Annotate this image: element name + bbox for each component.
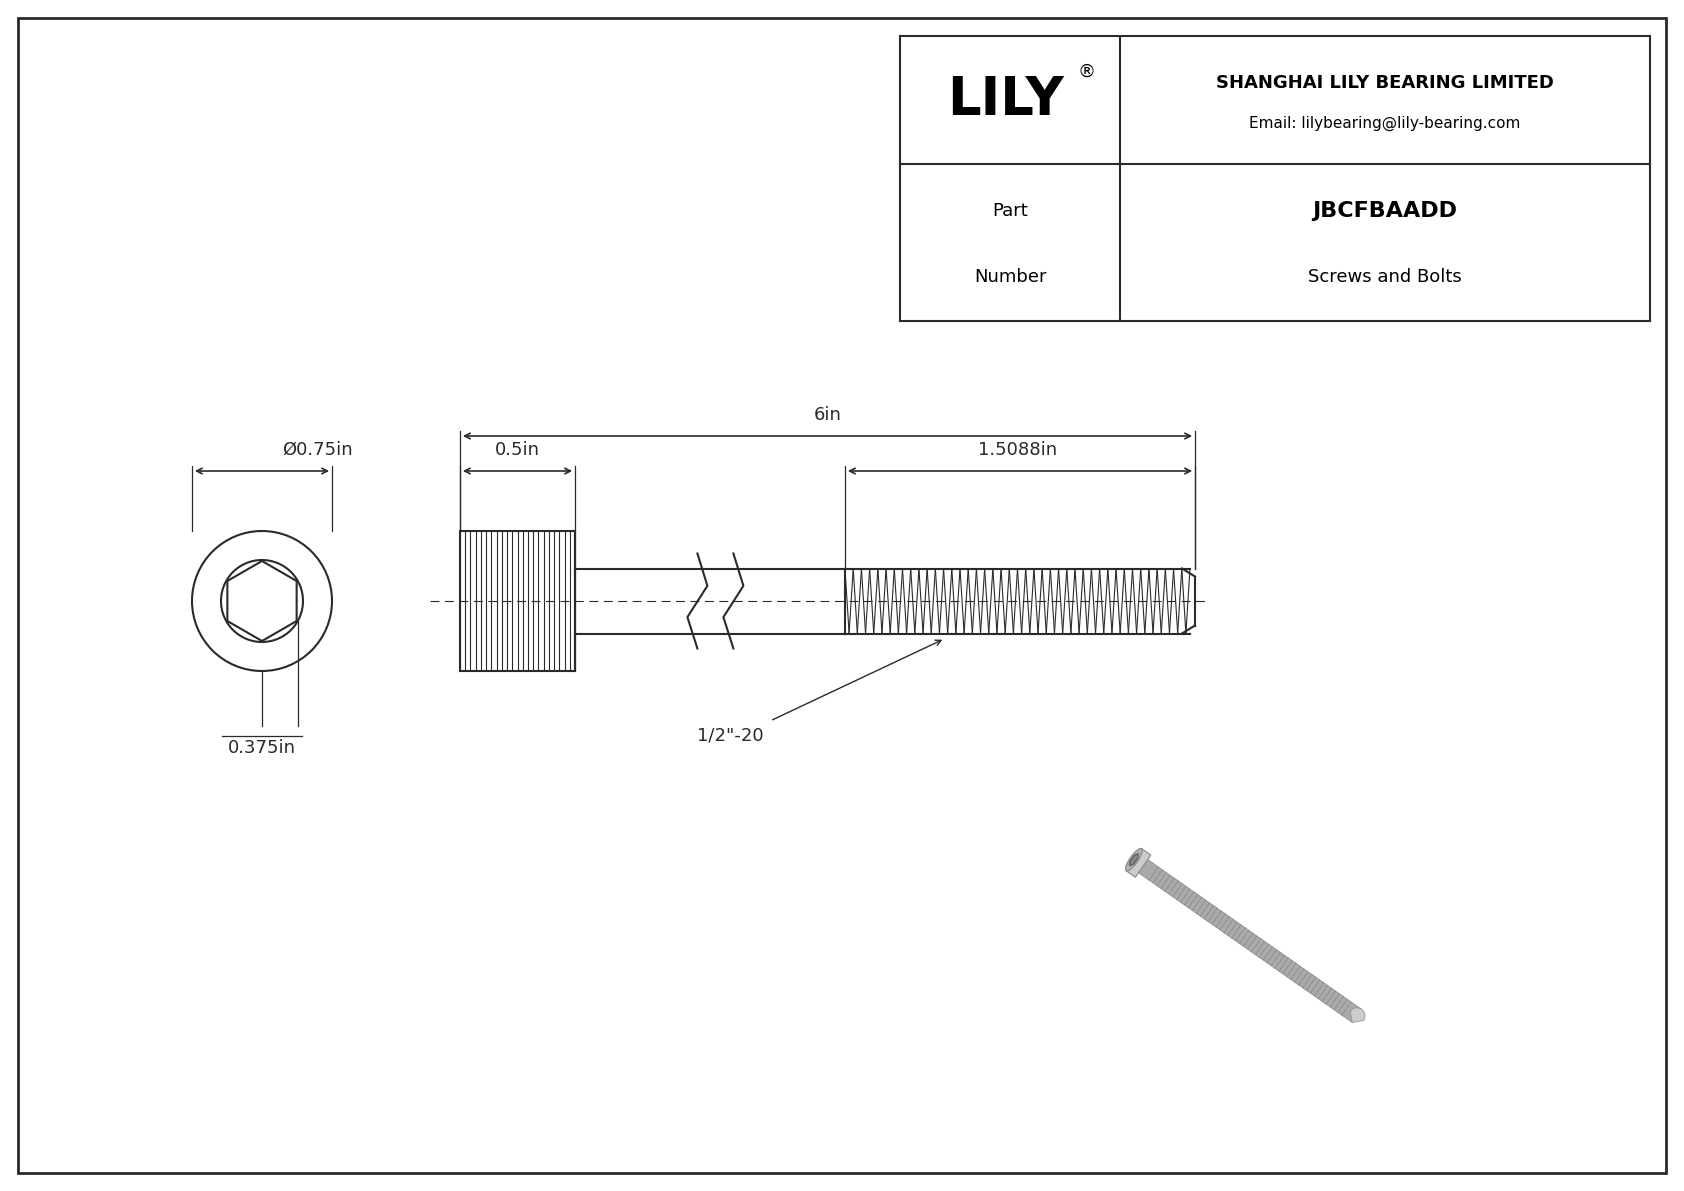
- Polygon shape: [1351, 1008, 1366, 1023]
- Polygon shape: [1138, 860, 1362, 1023]
- Bar: [460, 531, 574, 671]
- Text: JBCFBAADD: JBCFBAADD: [1312, 201, 1457, 222]
- Text: 6in: 6in: [813, 406, 842, 424]
- Polygon shape: [1127, 849, 1150, 878]
- Text: 0.375in: 0.375in: [227, 738, 296, 757]
- Text: ®: ®: [1078, 63, 1096, 81]
- Polygon shape: [1125, 848, 1142, 871]
- Text: Number: Number: [973, 268, 1046, 286]
- Bar: [899, 36, 1650, 322]
- Circle shape: [192, 531, 332, 671]
- Polygon shape: [1130, 854, 1138, 866]
- Text: LILY: LILY: [946, 74, 1063, 126]
- Text: SHANGHAI LILY BEARING LIMITED: SHANGHAI LILY BEARING LIMITED: [1216, 75, 1554, 93]
- Polygon shape: [227, 561, 296, 641]
- Text: Screws and Bolts: Screws and Bolts: [1308, 268, 1462, 286]
- Text: 0.5in: 0.5in: [495, 441, 541, 459]
- Circle shape: [221, 560, 303, 642]
- Text: 1/2"-20: 1/2"-20: [697, 727, 763, 746]
- Text: Ø0.75in: Ø0.75in: [281, 441, 352, 459]
- Text: 1.5088in: 1.5088in: [978, 441, 1058, 459]
- Text: Email: lilybearing@lily-bearing.com: Email: lilybearing@lily-bearing.com: [1250, 116, 1521, 131]
- Text: Part: Part: [992, 202, 1027, 220]
